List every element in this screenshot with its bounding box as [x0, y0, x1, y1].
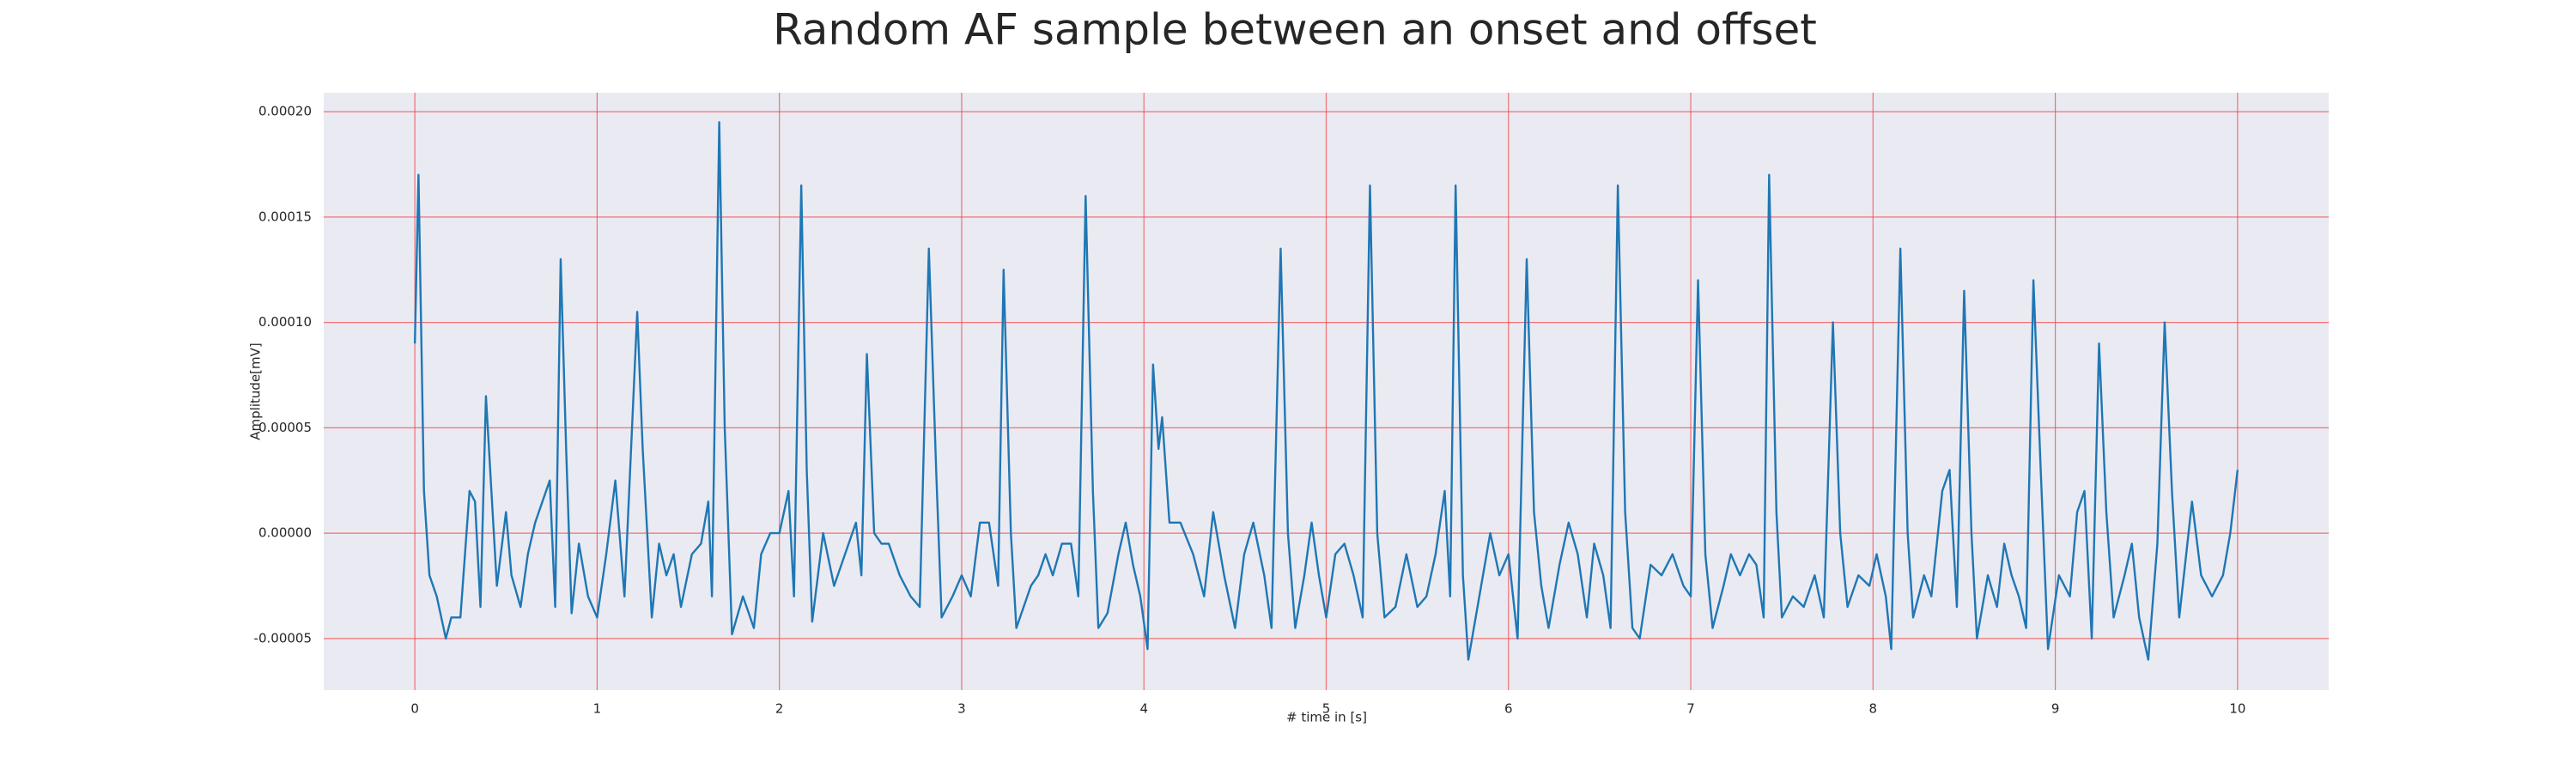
x-tick-label: 9	[2051, 701, 2060, 717]
x-tick-label: 2	[775, 701, 784, 717]
y-axis-label: Amplitude[mV]	[248, 343, 264, 440]
x-tick-label: 10	[2229, 701, 2245, 717]
y-tick-label: 0.00015	[258, 209, 312, 224]
x-tick-label: 0	[410, 701, 419, 717]
x-tick-label: 5	[1322, 701, 1331, 717]
x-tick-label: 7	[1686, 701, 1695, 717]
x-tick-label: 1	[593, 701, 602, 717]
chart-title: Random AF sample between an onset and of…	[773, 5, 1817, 55]
y-tick-label: 0.00010	[258, 314, 312, 330]
y-tick-label: 0.00005	[258, 420, 312, 435]
x-tick-label: 3	[957, 701, 966, 717]
x-tick-label: 8	[1869, 701, 1878, 717]
signal-line	[413, 121, 2239, 661]
y-tick-label: 0.00000	[258, 525, 312, 541]
x-axis-label: # time in [s]	[1286, 710, 1367, 725]
y-tick-label: 0.00020	[258, 104, 312, 119]
y-tick-label: -0.00005	[254, 630, 312, 646]
x-tick-label: 6	[1504, 701, 1513, 717]
x-tick-label: 4	[1139, 701, 1148, 717]
